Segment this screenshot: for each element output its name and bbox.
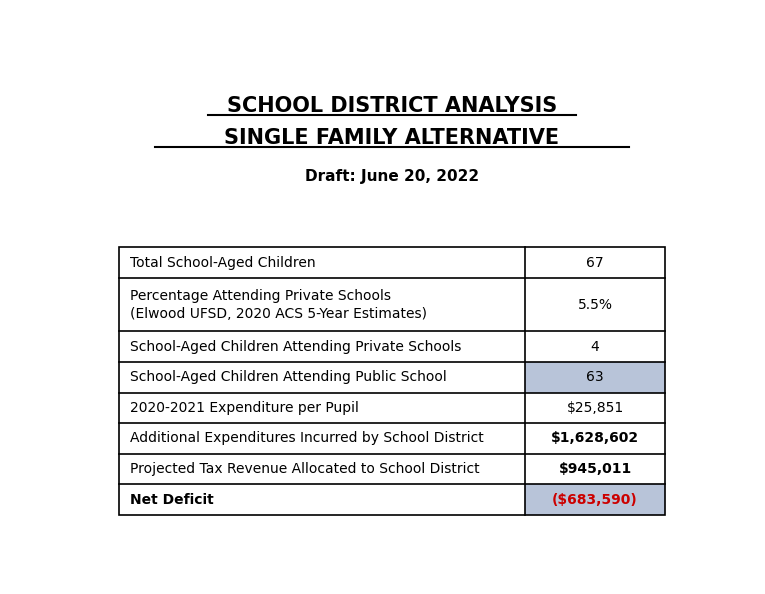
Bar <box>526 362 665 393</box>
Text: SINGLE FAMILY ALTERNATIVE: SINGLE FAMILY ALTERNATIVE <box>224 128 560 147</box>
Bar <box>119 247 526 278</box>
Text: 63: 63 <box>586 370 604 384</box>
Bar <box>526 331 665 362</box>
Text: School-Aged Children Attending Public School: School-Aged Children Attending Public Sc… <box>130 370 447 384</box>
Bar <box>119 484 526 515</box>
Bar <box>119 423 526 454</box>
Text: 4: 4 <box>591 340 600 354</box>
Text: 2020-2021 Expenditure per Pupil: 2020-2021 Expenditure per Pupil <box>130 401 359 415</box>
Bar <box>119 454 526 484</box>
Bar <box>526 454 665 484</box>
Text: $25,851: $25,851 <box>567 401 623 415</box>
Text: ($683,590): ($683,590) <box>552 492 638 507</box>
Bar <box>526 247 665 278</box>
Bar <box>119 247 665 515</box>
Bar <box>526 423 665 454</box>
Text: 67: 67 <box>586 255 604 270</box>
Text: Percentage Attending Private Schools
(Elwood UFSD, 2020 ACS 5-Year Estimates): Percentage Attending Private Schools (El… <box>130 289 427 321</box>
Text: School-Aged Children Attending Private Schools: School-Aged Children Attending Private S… <box>130 340 461 354</box>
Bar <box>526 393 665 423</box>
Text: SCHOOL DISTRICT ANALYSIS: SCHOOL DISTRICT ANALYSIS <box>227 96 557 116</box>
Text: $1,628,602: $1,628,602 <box>551 431 640 446</box>
Text: Projected Tax Revenue Allocated to School District: Projected Tax Revenue Allocated to Schoo… <box>130 462 480 476</box>
Bar <box>119 393 526 423</box>
Text: 5.5%: 5.5% <box>578 298 613 312</box>
Text: Net Deficit: Net Deficit <box>130 492 213 507</box>
Text: $945,011: $945,011 <box>558 462 632 476</box>
Bar <box>526 278 665 331</box>
Text: Additional Expenditures Incurred by School District: Additional Expenditures Incurred by Scho… <box>130 431 483 446</box>
Bar <box>526 484 665 515</box>
Bar <box>119 362 526 393</box>
Text: Total School-Aged Children: Total School-Aged Children <box>130 255 316 270</box>
Bar <box>119 278 526 331</box>
Bar <box>119 331 526 362</box>
Text: Draft: June 20, 2022: Draft: June 20, 2022 <box>305 169 479 184</box>
